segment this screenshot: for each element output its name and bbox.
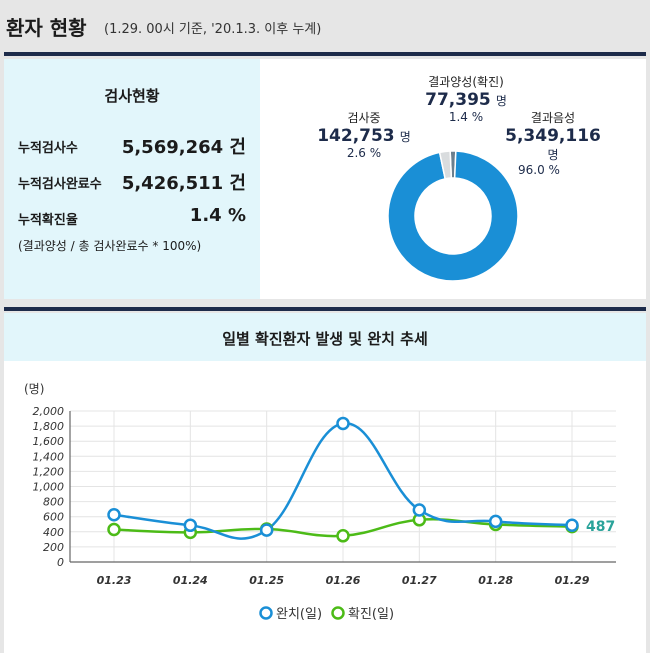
result-donut-area: 결과양성(확진) 77,395 명 1.4 % 검사중 142,753 명 2.… bbox=[260, 59, 646, 299]
data-point-recovered bbox=[183, 518, 198, 533]
test-summary-box: 검사현황 누적검사수 5,569,264 건 누적검사완료수 5,426,511… bbox=[4, 59, 260, 299]
legend-marker bbox=[331, 606, 345, 620]
y-tick-label: 1,400 bbox=[33, 450, 65, 463]
x-tick-label: 01.26 bbox=[326, 574, 361, 587]
label-positive-name: 결과양성(확진) bbox=[428, 75, 504, 89]
label-positive-count: 77,395 bbox=[425, 90, 491, 110]
stat-label-total-tests: 누적검사수 bbox=[18, 141, 78, 156]
stat-value-total-tests: 5,569,264 건 bbox=[121, 137, 246, 158]
y-tick-label: 1,600 bbox=[33, 435, 65, 448]
result-donut-chart bbox=[387, 150, 519, 282]
y-tick-label: 2,000 bbox=[33, 405, 65, 418]
y-tick-label: 400 bbox=[43, 526, 64, 539]
label-testing-name: 검사중 bbox=[347, 111, 381, 125]
label-testing-pct: 2.6 % bbox=[346, 146, 382, 160]
label-negative-name: 결과음성 bbox=[530, 111, 576, 125]
y-tick-label: 1,800 bbox=[33, 420, 65, 433]
data-point-recovered bbox=[488, 514, 503, 529]
x-tick-label: 01.23 bbox=[97, 574, 132, 587]
header-divider bbox=[4, 52, 646, 56]
x-tick-label: 01.24 bbox=[173, 574, 208, 587]
x-tick-label: 01.28 bbox=[478, 574, 513, 587]
y-axis-unit-label: (명) bbox=[24, 382, 44, 396]
label-testing-unit: 명 bbox=[399, 130, 411, 144]
stat-label-positive-rate: 누적확진율 bbox=[18, 213, 78, 228]
stat-value-completed-tests: 5,426,511 건 bbox=[121, 173, 246, 194]
donut-slice-negative bbox=[387, 150, 519, 282]
positive-rate-note: (결과양성 / 총 검사완료수 * 100%) bbox=[18, 239, 202, 253]
data-point-recovered bbox=[107, 507, 121, 522]
y-tick-label: 600 bbox=[43, 511, 64, 524]
label-negative-unit: 명 bbox=[547, 148, 559, 162]
stat-value-positive-rate: 1.4 % bbox=[189, 205, 246, 226]
label-testing-count: 142,753 bbox=[317, 126, 395, 146]
daily-trend-chart: (명) 0 200 400 600 800 1,000 1,200 1,400 1,600 1,8… bbox=[24, 382, 616, 622]
page-title: 환자 현황 bbox=[6, 16, 87, 40]
label-testing: 검사중 142,753 명 2.6 % bbox=[304, 109, 424, 160]
label-negative-count: 5,349,116 bbox=[505, 126, 601, 146]
chart-title-bar: 일별 확진환자 발생 및 완치 추세 bbox=[4, 313, 646, 361]
y-tick-label: 800 bbox=[43, 496, 64, 509]
daily-trend-panel: 일별 확진환자 발생 및 완치 추세 (명) 0 200 400 600 800 1,00… bbox=[4, 313, 646, 653]
y-tick-label: 200 bbox=[43, 541, 64, 554]
y-tick-label: 1,000 bbox=[33, 481, 65, 494]
x-tick-label: 01.27 bbox=[402, 574, 437, 587]
legend-label[interactable]: 완치(일) bbox=[276, 607, 322, 622]
end-value-label: 487 bbox=[586, 519, 615, 535]
legend-marker bbox=[259, 606, 273, 620]
test-summary-title: 검사현황 bbox=[104, 87, 160, 105]
section-divider bbox=[4, 307, 646, 311]
chart-title: 일별 확진환자 발생 및 완치 추세 bbox=[222, 330, 428, 348]
data-point-confirmed bbox=[336, 529, 350, 543]
x-tick-label: 01.25 bbox=[249, 574, 284, 587]
page-subtitle: (1.29. 00시 기준, '20.1.3. 이후 누계) bbox=[104, 22, 322, 37]
label-negative: 결과음성 5,349,116 명 96.0 % bbox=[498, 109, 608, 177]
data-point-recovered bbox=[336, 416, 350, 431]
legend-label[interactable]: 확진(일) bbox=[348, 607, 394, 622]
data-point-recovered bbox=[412, 503, 427, 517]
stat-label-completed-tests: 누적검사완료수 bbox=[18, 177, 102, 192]
page-header: 환자 현황 (1.29. 00시 기준, '20.1.3. 이후 누계) bbox=[0, 0, 650, 46]
label-negative-pct: 96.0 % bbox=[518, 163, 560, 177]
data-point-confirmed bbox=[107, 522, 121, 537]
test-status-panel: 검사현황 누적검사수 5,569,264 건 누적검사완료수 5,426,511… bbox=[4, 59, 646, 299]
y-tick-label: 0 bbox=[57, 556, 64, 569]
data-point-recovered bbox=[565, 518, 579, 532]
label-positive: 결과양성(확진) 77,395 명 1.4 % bbox=[406, 73, 526, 124]
label-positive-pct: 1.4 % bbox=[448, 110, 484, 124]
donut-slice-testing bbox=[438, 150, 453, 180]
y-tick-label: 1,200 bbox=[33, 465, 65, 478]
data-point-recovered bbox=[259, 523, 274, 537]
label-positive-unit: 명 bbox=[495, 94, 507, 108]
x-tick-label: 01.29 bbox=[555, 574, 590, 587]
